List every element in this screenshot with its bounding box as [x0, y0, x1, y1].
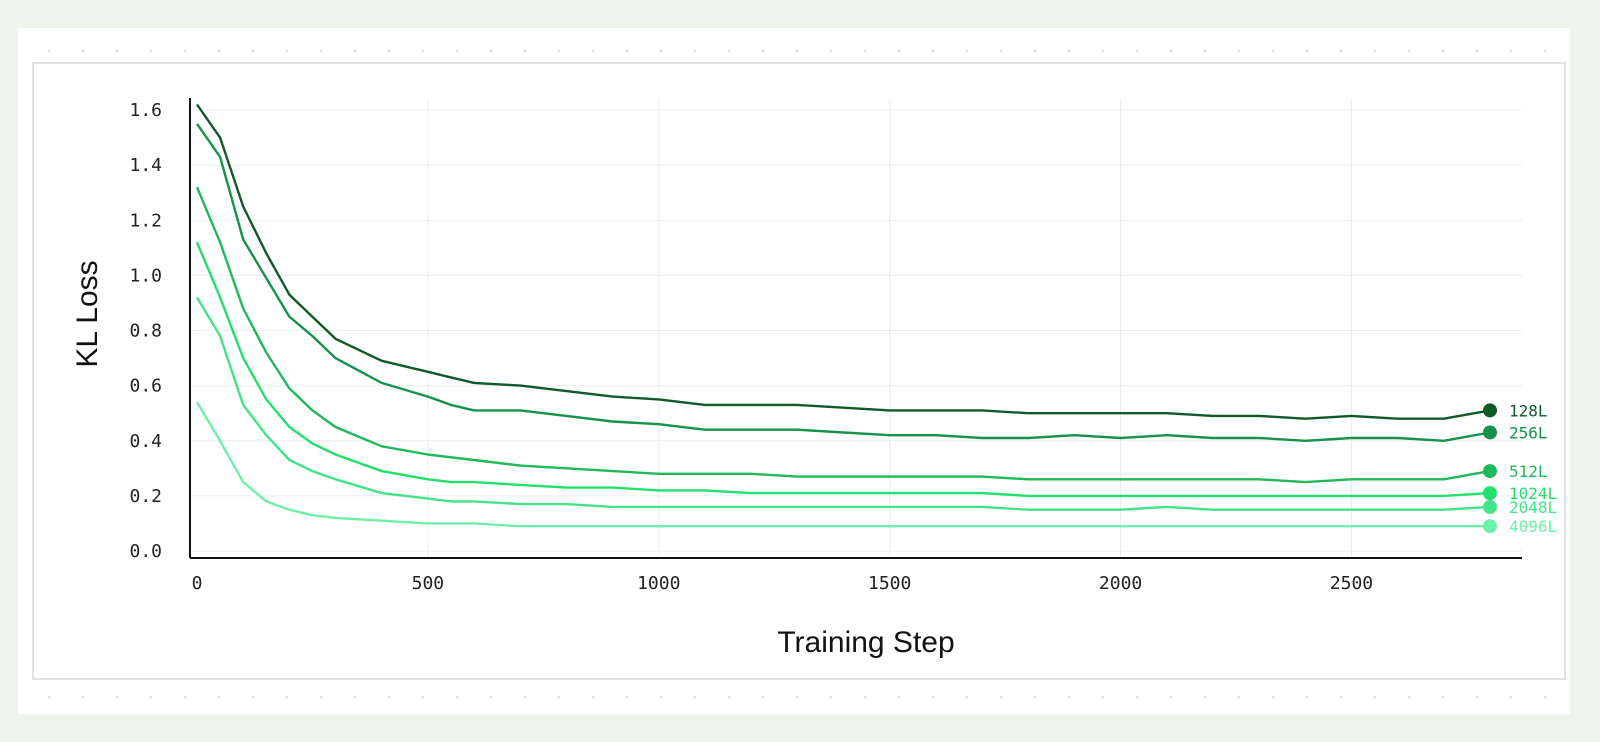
series-label-512L: 512L — [1509, 462, 1548, 481]
series-line-2048L — [195, 296, 1491, 511]
y-tick-label: 0.0 — [129, 541, 162, 562]
end-markers — [1483, 403, 1497, 534]
y-tick-label: 0.2 — [129, 486, 162, 507]
axes — [189, 98, 1522, 559]
grid-lines — [190, 98, 1522, 558]
series-label-2048L: 2048L — [1509, 498, 1557, 517]
x-tick-label: 500 — [412, 573, 445, 594]
y-axis-title: KL Loss — [71, 260, 104, 367]
y-tick-label: 0.4 — [129, 431, 162, 452]
series-label-1024L: 1024L — [1509, 484, 1557, 503]
y-tick-label: 1.0 — [129, 265, 162, 286]
x-axis-title: Training Step — [777, 626, 954, 659]
series-end-marker-128L — [1483, 403, 1497, 418]
series-end-marker-1024L — [1483, 486, 1497, 501]
series-end-marker-4096L — [1483, 519, 1497, 534]
series-line-4096L — [195, 401, 1490, 528]
series-label-4096L: 4096L — [1509, 517, 1557, 536]
y-tick-label: 1.6 — [129, 100, 162, 121]
series-label-256L: 256L — [1509, 423, 1548, 442]
y-tick-label: 1.2 — [129, 210, 162, 231]
series-end-marker-256L — [1483, 425, 1497, 440]
x-tick-label: 2500 — [1330, 573, 1373, 594]
series-line-128L — [196, 103, 1491, 420]
series-line-256L — [196, 123, 1491, 442]
series-end-marker-2048L — [1483, 499, 1497, 514]
y-tick-labels: 0.0 0.2 0.4 0.6 0.8 1.0 1.2 1.4 1.6 — [129, 100, 162, 562]
x-tick-label: 0 — [192, 573, 203, 594]
series-end-marker-512L — [1483, 464, 1497, 479]
series-line-512L — [195, 186, 1491, 484]
y-tick-label: 0.6 — [129, 376, 162, 397]
x-tick-label: 2000 — [1099, 573, 1142, 594]
y-tick-label: 1.4 — [129, 155, 162, 176]
series-line-1024L — [195, 241, 1491, 498]
x-tick-label: 1500 — [868, 573, 911, 594]
series-label-128L: 128L — [1509, 401, 1548, 420]
series-lines — [195, 103, 1491, 528]
x-tick-label: 1000 — [637, 573, 680, 594]
y-tick-label: 0.8 — [129, 321, 162, 342]
x-tick-labels: 0 500 1000 1500 2000 2500 — [192, 573, 1374, 594]
